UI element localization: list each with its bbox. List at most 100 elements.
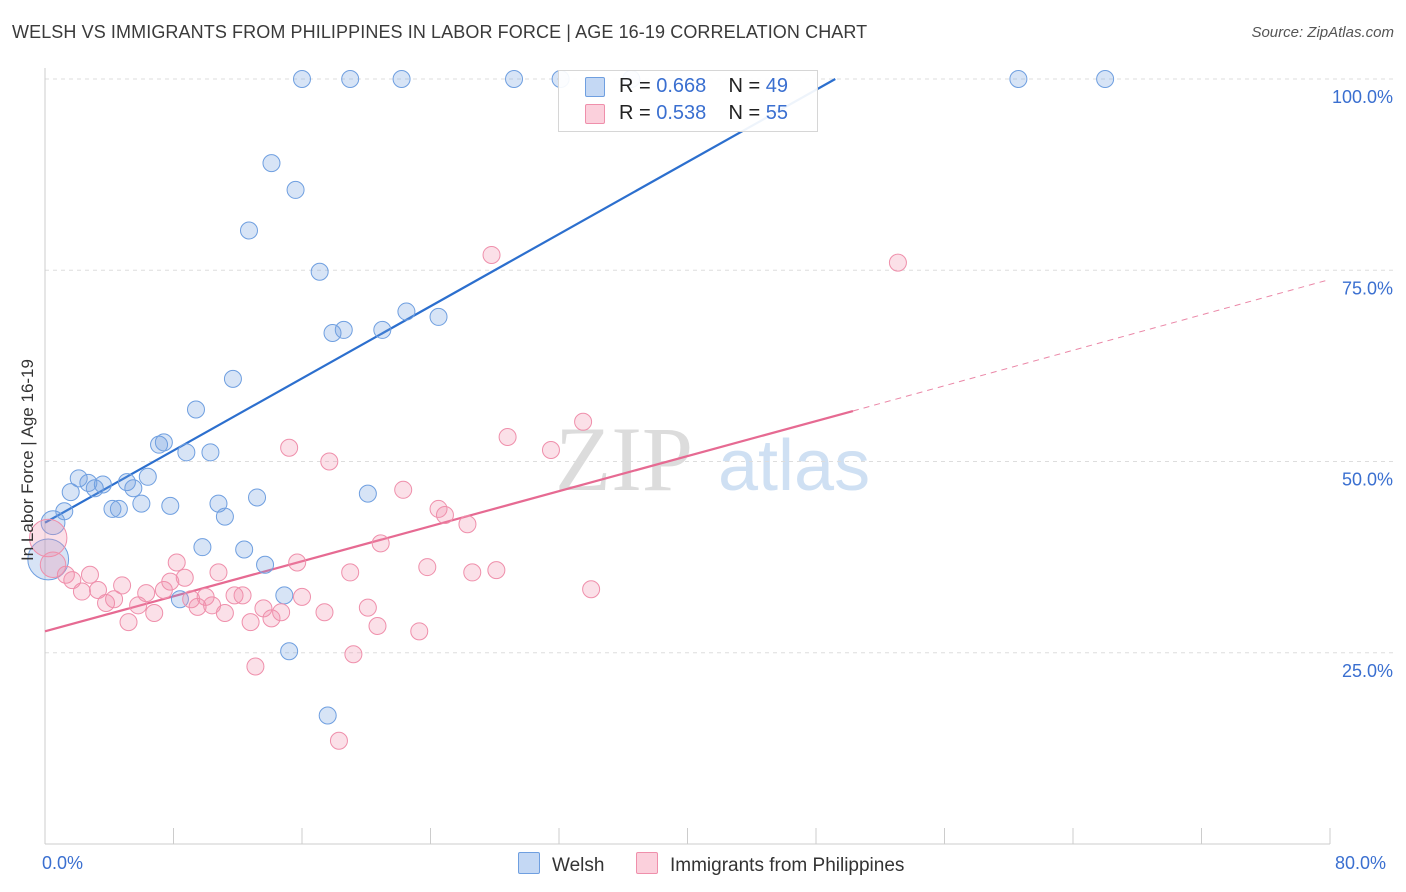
philippines-point (175, 568, 194, 587)
philippines-point (182, 590, 201, 609)
trend-line-extension (852, 278, 1331, 412)
philippines-point (293, 587, 311, 606)
philippines-point (574, 412, 593, 431)
welsh-point (193, 538, 212, 557)
welsh-point (40, 510, 66, 536)
welsh-point (215, 507, 234, 526)
philippines-point (215, 603, 234, 622)
welsh-point (223, 369, 242, 388)
welsh-swatch (585, 77, 605, 97)
welsh-point (397, 302, 416, 321)
philippines-point (167, 553, 186, 572)
chart-title: WELSH VS IMMIGRANTS FROM PHILIPPINES IN … (12, 22, 868, 42)
philippines-point (315, 603, 334, 622)
welsh-point (201, 443, 220, 462)
philippines-point (137, 584, 156, 603)
philippines-point (371, 534, 390, 553)
trend-line-philippines (44, 409, 854, 633)
trend-lines (44, 78, 1331, 633)
philippines-point (39, 551, 67, 579)
legend-r-label: R = (619, 75, 651, 97)
philippines-point (246, 657, 265, 676)
philippines-point (541, 441, 560, 460)
welsh-point (1009, 70, 1028, 88)
welsh-point (341, 70, 360, 88)
philippines-point (280, 438, 299, 457)
philippines-point (463, 563, 482, 582)
philippines-point (394, 480, 413, 499)
x-tick-label-max: 80.0% (1335, 853, 1387, 873)
welsh-point (209, 494, 228, 513)
bottom-legend-welsh[interactable]: Welsh (518, 852, 604, 877)
welsh-point (286, 180, 305, 199)
welsh-point (334, 320, 353, 339)
legend-n-value-philippines: 55 (765, 102, 789, 124)
welsh-point (154, 433, 173, 452)
welsh-point (248, 488, 267, 507)
welsh-point (280, 642, 299, 661)
philippines-point (80, 565, 99, 584)
y-tick-label-50: 50.0% (1342, 470, 1393, 490)
philippines-point (89, 581, 108, 600)
data-points (27, 70, 1115, 750)
philippines-point (113, 576, 132, 595)
legend-n-value-welsh: 49 (765, 75, 789, 97)
philippines-point (119, 613, 138, 632)
watermark-zip: ZIP (555, 408, 693, 510)
philippines-point (582, 580, 601, 599)
philippines-point (341, 563, 360, 582)
welsh-point (256, 555, 275, 574)
welsh-point (103, 499, 122, 518)
philippines-point (344, 645, 363, 664)
welsh-point (27, 538, 70, 581)
welsh-point (392, 70, 411, 88)
welsh-point (138, 467, 157, 486)
welsh-point (429, 307, 448, 326)
y-axis-label: In Labor Force | Age 16-19 (18, 359, 37, 561)
philippines-legend-swatch (636, 852, 658, 874)
philippines-point (105, 590, 124, 609)
correlation-legend: R = 0.668 N = 49 R = 0.538 N = 55 (558, 70, 818, 132)
philippines-swatch (585, 104, 605, 124)
welsh-point (186, 400, 205, 419)
y-tick-label-75: 75.0% (1342, 278, 1393, 298)
axes (44, 68, 1331, 845)
legend-r-value-welsh: 0.668 (656, 75, 707, 97)
philippines-point (410, 622, 429, 641)
welsh-point (177, 443, 196, 462)
philippines-point (418, 558, 437, 577)
bottom-legend-philippines[interactable]: Immigrants from Philippines (636, 852, 904, 877)
x-tick-label-min: 0.0% (42, 853, 84, 873)
philippines-point (63, 571, 82, 590)
welsh-point (69, 469, 88, 488)
philippines-point (161, 572, 180, 591)
grid-lines (45, 78, 1395, 654)
welsh-point (323, 323, 342, 342)
welsh-point (262, 154, 281, 173)
welsh-point (318, 706, 337, 725)
welsh-point (235, 540, 254, 559)
philippines-point (487, 561, 506, 580)
philippines-point (435, 506, 454, 525)
philippines-point (209, 563, 228, 582)
y-tick-label-100: 100.0% (1332, 87, 1393, 107)
y-tick-label-25: 25.0% (1342, 661, 1393, 681)
philippines-point (368, 616, 387, 635)
philippines-point (888, 253, 907, 272)
philippines-point (482, 245, 501, 264)
legend-r-value-philippines: 0.538 (656, 102, 707, 124)
welsh-point (124, 479, 143, 498)
philippines-legend-label: Immigrants from Philippines (670, 855, 905, 876)
source-label: Source: ZipAtlas.com (1251, 24, 1394, 41)
watermark-atlas: atlas (718, 426, 870, 506)
philippines-point (262, 609, 281, 628)
welsh-point (505, 70, 524, 88)
welsh-point (93, 475, 112, 494)
welsh-legend-swatch (518, 852, 540, 874)
philippines-point (29, 518, 68, 558)
welsh-point (310, 262, 329, 281)
watermark: ZIP atlas (555, 408, 870, 510)
philippines-point (358, 598, 377, 617)
welsh-point (275, 586, 294, 605)
